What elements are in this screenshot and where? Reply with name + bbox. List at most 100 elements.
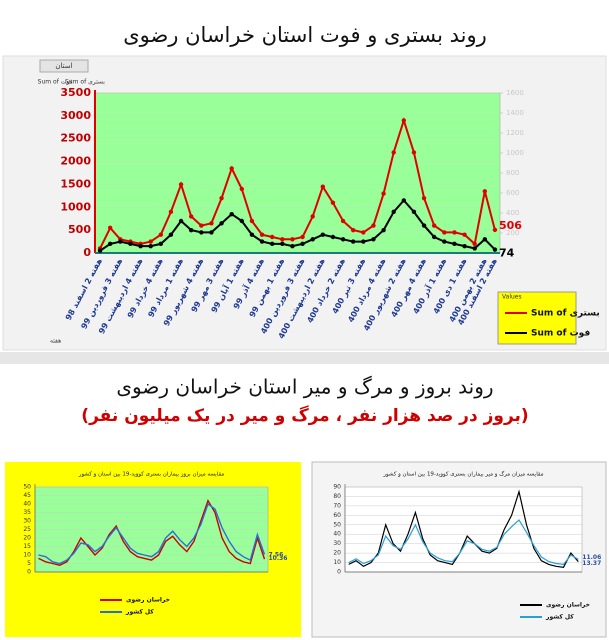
- filter-button[interactable]: [39, 59, 89, 73]
- data-point: [219, 221, 224, 226]
- field-label: Sum of فوت: [38, 79, 73, 86]
- end-label: 7.56: [268, 552, 283, 559]
- data-point: [158, 232, 164, 237]
- y-tick-label: 50: [333, 521, 341, 528]
- data-point: [472, 246, 477, 251]
- data-point: [239, 186, 245, 192]
- data-point: [421, 195, 427, 201]
- data-point: [310, 237, 315, 242]
- data-point: [492, 247, 498, 252]
- data-point: [340, 237, 346, 242]
- page-title: روند بستری و فوت استان خراسان رضوی: [123, 23, 487, 47]
- data-point: [118, 239, 123, 244]
- data-point: [350, 227, 356, 233]
- axis-field-button[interactable]: هفته: [50, 338, 61, 345]
- data-point: [482, 237, 488, 242]
- end-label: 506: [499, 219, 522, 232]
- data-point: [168, 232, 174, 237]
- y-tick-label: 0: [83, 246, 91, 259]
- data-point: [269, 234, 275, 240]
- y-tick-label: 70: [333, 502, 341, 509]
- data-point: [290, 243, 295, 249]
- y2-tick-label: 400: [506, 209, 519, 217]
- data-point: [371, 223, 376, 228]
- data-point: [188, 227, 194, 233]
- data-point: [482, 189, 488, 194]
- legend-label: Sum of فوت: [531, 329, 590, 339]
- data-point: [330, 200, 336, 205]
- y2-tick-label: 600: [506, 189, 519, 197]
- data-point: [158, 241, 164, 247]
- end-label: 10.36: [268, 555, 287, 562]
- data-point: [229, 211, 234, 217]
- end-label: 11.06: [582, 554, 601, 561]
- section-title: روند بروز و مرگ و میر استان خراسان رضوی: [116, 375, 493, 399]
- data-point: [431, 234, 437, 240]
- data-point: [300, 234, 305, 240]
- y-tick-label: 20: [23, 535, 31, 542]
- data-point: [199, 223, 204, 228]
- end-label: 74: [499, 247, 515, 260]
- y-tick-label: 2000: [60, 155, 91, 168]
- data-point: [452, 241, 457, 247]
- section-note: (بروز در صد هزار نفر ، مرگ و میر در یک م…: [81, 406, 528, 426]
- series-line: [99, 117, 496, 249]
- data-point: [462, 232, 467, 237]
- data-point: [148, 239, 153, 244]
- y-tick-label: 3000: [60, 109, 91, 122]
- data-point: [320, 184, 326, 189]
- data-point: [259, 232, 265, 237]
- series-line: [38, 502, 266, 565]
- series-line: [348, 489, 579, 568]
- data-point: [107, 225, 113, 231]
- y-tick-label: 25: [23, 526, 31, 533]
- data-point: [300, 241, 305, 247]
- data-point: [330, 234, 336, 240]
- data-point: [280, 241, 285, 247]
- y-tick-label: 40: [23, 501, 31, 508]
- y-tick-label: 30: [23, 518, 31, 525]
- y-tick-label: 20: [333, 550, 341, 557]
- end-label: 13.37: [582, 560, 601, 567]
- chart-title: مقایسه میزان مرگ و میر بیماران بستری کوو…: [382, 470, 543, 478]
- y-tick-label: 80: [333, 493, 341, 500]
- y2-tick-label: 1000: [506, 149, 524, 157]
- y-tick-label: 90: [333, 484, 341, 491]
- y-tick-label: 15: [23, 543, 31, 550]
- data-point: [320, 232, 326, 237]
- y2-tick-label: 1600: [506, 89, 524, 97]
- data-point: [97, 248, 103, 253]
- data-point: [148, 243, 153, 249]
- data-point: [168, 209, 174, 215]
- y-tick-label: 60: [333, 512, 341, 519]
- data-point: [290, 237, 295, 242]
- data-point: [381, 191, 386, 196]
- y-tick-label: 1500: [60, 177, 91, 190]
- data-point: [421, 223, 427, 228]
- y2-tick-label: 1400: [506, 109, 524, 117]
- legend-label: کل کشور: [125, 609, 154, 616]
- data-point: [259, 239, 265, 244]
- data-point: [188, 214, 194, 219]
- data-point: [452, 230, 457, 235]
- data-point: [350, 239, 356, 244]
- data-point: [178, 182, 184, 187]
- filter-label[interactable]: استان: [55, 62, 72, 70]
- series-line: [348, 519, 579, 566]
- data-point: [371, 237, 376, 242]
- y-tick-label: 10: [23, 552, 31, 559]
- y-tick-label: 0: [27, 569, 31, 576]
- data-point: [209, 221, 214, 226]
- legend-box: [497, 291, 577, 345]
- legend-title: Values: [502, 294, 522, 301]
- data-point: [219, 195, 224, 201]
- data-point: [199, 230, 204, 235]
- data-point: [431, 223, 437, 228]
- data-point: [229, 166, 234, 171]
- legend-label: خراسان رضوی: [546, 602, 590, 609]
- y-tick-label: 45: [23, 492, 31, 499]
- y-tick-label: 3500: [60, 86, 91, 99]
- data-point: [462, 243, 467, 249]
- data-point: [138, 243, 143, 249]
